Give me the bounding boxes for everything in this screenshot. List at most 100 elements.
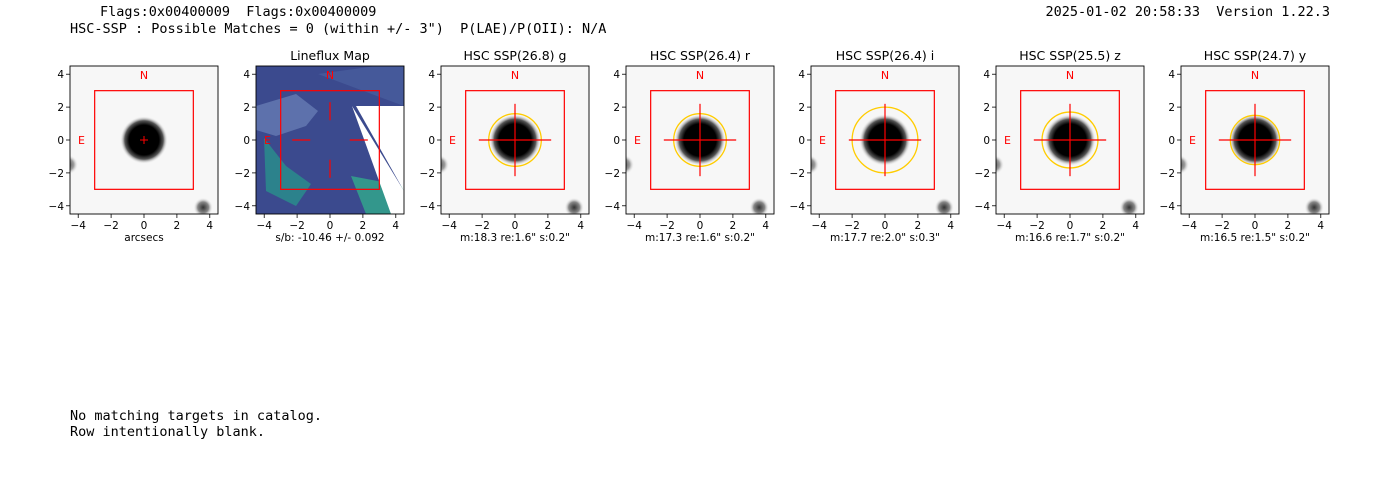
y-tick-label: 0 xyxy=(613,135,620,147)
x-tick-label: 0 xyxy=(1067,220,1074,232)
panel-xlabel: m:16.5 re:1.5" s:0.2" xyxy=(1200,232,1310,244)
y-tick-label: 2 xyxy=(1168,102,1175,114)
aperture-box xyxy=(465,90,565,190)
x-tick-label: −2 xyxy=(1214,220,1229,232)
neighbor-blob xyxy=(1119,197,1140,214)
x-tick-label: 0 xyxy=(697,220,704,232)
neighbor-blob xyxy=(70,154,79,175)
compass-north: N xyxy=(326,69,334,82)
x-tick-label: −2 xyxy=(659,220,674,232)
y-tick-label: −4 xyxy=(420,201,436,213)
y-tick-label: 0 xyxy=(57,135,64,147)
x-tick-label: −4 xyxy=(441,220,457,232)
y-tick-label: −4 xyxy=(790,201,806,213)
panel-3: N E −4 −2 0 2 4 4 2 0 −2 −4 HSC SSP(26.4) r m:17.3 re… xyxy=(605,48,775,244)
panel-title: HSC SSP(26.4) i xyxy=(836,48,934,63)
timestamp-version: 2025-01-02 20:58:33 Version 1.22.3 xyxy=(1045,4,1330,20)
y-tick-label: 4 xyxy=(243,69,250,81)
lineflux-patch xyxy=(256,94,318,136)
x-tick-label: 0 xyxy=(327,220,334,232)
panel-4: N E −4 −2 0 2 4 4 2 0 −2 −4 HSC SSP(26.4) i m:17.7 re… xyxy=(790,48,960,244)
y-tick-label: 0 xyxy=(243,135,250,147)
cutout-image xyxy=(256,66,404,214)
y-tick-label: −4 xyxy=(975,201,991,213)
x-tick-label: −4 xyxy=(1181,220,1197,232)
panel-xlabel: m:16.6 re:1.7" s:0.2" xyxy=(1015,232,1125,244)
compass-east: E xyxy=(1004,134,1011,147)
neighbor-blob xyxy=(749,197,770,214)
y-tick-label: 4 xyxy=(1168,69,1175,81)
y-tick-label: 4 xyxy=(428,69,435,81)
x-tick-label: 4 xyxy=(1317,220,1324,232)
x-tick-label: 0 xyxy=(1252,220,1259,232)
x-tick-label: 2 xyxy=(360,220,367,232)
x-tick-label: −2 xyxy=(289,220,304,232)
compass-east: E xyxy=(634,134,641,147)
y-tick-label: 0 xyxy=(1168,135,1175,147)
x-tick-label: −2 xyxy=(1029,220,1044,232)
y-tick-label: 2 xyxy=(983,102,990,114)
panel-xlabel: arcsecs xyxy=(124,232,163,244)
panel-xlabel: m:17.7 re:2.0" s:0.3" xyxy=(830,232,940,244)
panel-2: N E −4 −2 0 2 4 4 2 0 −2 −4 HSC SSP(26.8) g m:18.3 re… xyxy=(420,48,590,244)
x-tick-label: −4 xyxy=(70,220,86,232)
panel-xlabel: m:18.3 re:1.6" s:0.2" xyxy=(460,232,570,244)
aperture-box xyxy=(650,90,750,190)
y-tick-label: 0 xyxy=(428,135,435,147)
y-tick-label: 0 xyxy=(798,135,805,147)
y-tick-label: 2 xyxy=(798,102,805,114)
y-tick-label: −2 xyxy=(49,168,64,180)
neighbor-blob xyxy=(564,197,585,214)
panel-0: N E −4 −2 0 2 4 4 2 0 −2 −4 arcsecs xyxy=(49,65,219,244)
neighbor-blob xyxy=(934,197,955,214)
x-tick-label: 2 xyxy=(730,220,737,232)
compass-north: N xyxy=(881,69,889,82)
flags-line: Flags:0x00400009 Flags:0x00400009 xyxy=(100,4,377,20)
y-tick-label: −4 xyxy=(235,201,251,213)
x-tick-label: −2 xyxy=(474,220,489,232)
y-tick-label: 4 xyxy=(57,69,64,81)
compass-east: E xyxy=(264,134,271,147)
neighbor-blob xyxy=(441,154,450,175)
no-match-message: No matching targets in catalog. xyxy=(70,408,322,424)
y-tick-label: −2 xyxy=(235,168,250,180)
neighbor-blob xyxy=(811,154,820,175)
panel-5: N E −4 −2 0 2 4 4 2 0 −2 −4 HSC SSP(25.5) z m:16.6 re… xyxy=(975,48,1145,244)
panel-title: HSC SSP(25.5) z xyxy=(1019,48,1121,63)
y-tick-label: 4 xyxy=(798,69,805,81)
neighbor-blob xyxy=(1304,197,1325,214)
aperture-box xyxy=(1020,90,1120,190)
y-tick-label: 4 xyxy=(613,69,620,81)
y-tick-label: −4 xyxy=(49,201,65,213)
y-tick-label: 2 xyxy=(57,102,64,114)
neighbor-blob xyxy=(1181,154,1190,175)
compass-east: E xyxy=(819,134,826,147)
compass-north: N xyxy=(1066,69,1074,82)
compass-east: E xyxy=(78,134,85,147)
x-tick-label: −4 xyxy=(996,220,1012,232)
y-tick-label: 2 xyxy=(243,102,250,114)
cutout-panels: N E −4 −2 0 2 4 4 2 0 −2 −4 arcsecs N E −4 −2 0 2 4 4 2 0 −2 −4 L… xyxy=(49,48,1330,244)
compass-north: N xyxy=(511,69,519,82)
x-tick-label: 4 xyxy=(947,220,954,232)
x-tick-label: 4 xyxy=(206,220,213,232)
possible-matches-line: HSC-SSP : Possible Matches = 0 (within +… xyxy=(70,21,607,37)
y-tick-label: −2 xyxy=(1160,168,1175,180)
panel-title: HSC SSP(26.8) g xyxy=(464,48,567,63)
y-tick-label: −4 xyxy=(1160,201,1176,213)
y-tick-label: 4 xyxy=(983,69,990,81)
compass-north: N xyxy=(140,69,148,82)
x-tick-label: −4 xyxy=(811,220,827,232)
x-tick-label: 2 xyxy=(545,220,552,232)
x-tick-label: 4 xyxy=(762,220,769,232)
neighbor-blob xyxy=(193,197,214,214)
y-tick-label: 0 xyxy=(983,135,990,147)
x-tick-label: −2 xyxy=(103,220,118,232)
x-tick-label: 2 xyxy=(174,220,181,232)
y-tick-label: 2 xyxy=(613,102,620,114)
x-tick-label: 4 xyxy=(577,220,584,232)
x-tick-label: 0 xyxy=(512,220,519,232)
x-tick-label: 2 xyxy=(915,220,922,232)
x-tick-label: −2 xyxy=(844,220,859,232)
x-tick-label: 0 xyxy=(141,220,148,232)
